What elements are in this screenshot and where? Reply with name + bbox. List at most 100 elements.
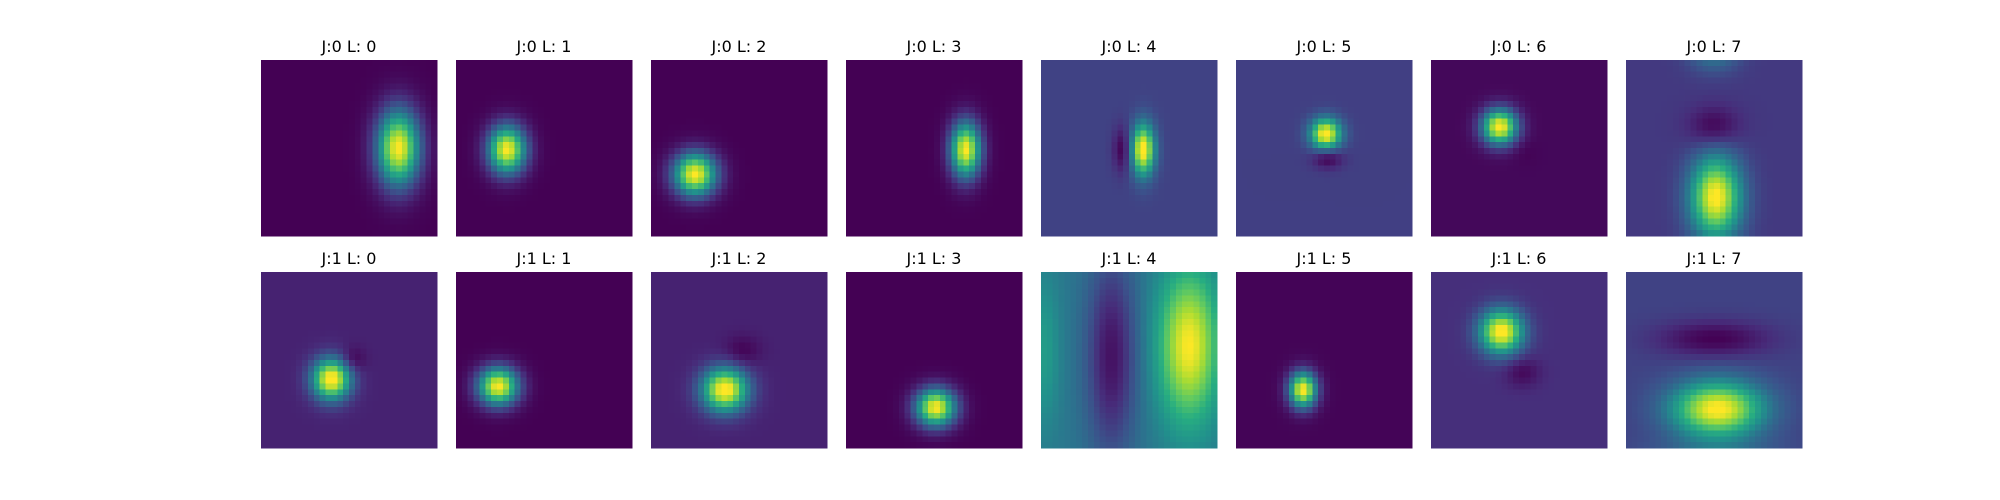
heatmap-cell	[520, 212, 527, 219]
heatmap-cell	[596, 65, 604, 73]
heatmap-cell	[821, 77, 828, 85]
heatmap-cell	[709, 200, 717, 208]
heatmap-cell	[1158, 95, 1165, 102]
heatmap-cell	[791, 194, 799, 202]
heatmap-cell	[875, 118, 882, 126]
heatmap-cell	[674, 118, 681, 126]
heatmap-cell	[290, 200, 297, 208]
heatmap-cell	[785, 136, 793, 143]
heatmap-cell	[502, 200, 510, 208]
heatmap-cell	[744, 142, 752, 149]
heatmap-cell	[390, 171, 397, 178]
heatmap-cell	[709, 124, 717, 131]
heatmap-cell	[526, 206, 533, 214]
heatmap-cell	[756, 106, 764, 114]
heatmap-cell	[419, 212, 426, 219]
heatmap-cell	[431, 206, 438, 214]
heatmap-cell	[922, 218, 929, 225]
heatmap-cell	[980, 230, 988, 237]
heatmap-cell	[780, 89, 787, 96]
heatmap-cell	[360, 77, 368, 85]
heatmap-cell	[325, 130, 332, 137]
heatmap-cell	[875, 165, 882, 173]
heatmap-cell	[904, 106, 912, 114]
heatmap-cell	[1376, 95, 1384, 102]
heatmap-cell	[419, 77, 426, 85]
heatmap-cell	[620, 194, 627, 202]
heatmap-cell	[651, 112, 658, 120]
heatmap-cell	[898, 189, 906, 196]
heatmap-cell	[1052, 95, 1060, 102]
heatmap-cell	[733, 183, 740, 190]
heatmap-cell	[998, 71, 1005, 79]
heatmap-cell	[1247, 136, 1255, 143]
heatmap-cell	[1170, 118, 1177, 126]
heatmap-cell	[916, 101, 923, 108]
heatmap-cell	[986, 65, 994, 73]
heatmap-cell	[1140, 65, 1148, 73]
heatmap-cell	[1140, 60, 1148, 67]
heatmap-cell	[969, 130, 976, 137]
heatmap-cell	[1146, 106, 1154, 114]
heatmap-cell	[785, 194, 793, 202]
heatmap-cell	[1064, 189, 1071, 196]
heatmap-cell	[284, 171, 291, 178]
heatmap-cell	[803, 124, 810, 131]
heatmap-cell	[1282, 148, 1290, 155]
heatmap-cell	[1070, 89, 1077, 96]
heatmap-cell	[881, 101, 888, 108]
heatmap-cell	[762, 124, 769, 131]
heatmap-cell	[709, 65, 717, 73]
heatmap-cell	[555, 177, 563, 184]
heatmap-cell	[863, 71, 871, 79]
heatmap-cell	[715, 171, 722, 178]
heatmap-cell	[1376, 71, 1384, 79]
heatmap-cell	[502, 65, 510, 73]
heatmap-cell	[744, 83, 752, 90]
heatmap-cell	[656, 165, 664, 173]
heatmap-cell	[1199, 142, 1206, 149]
heatmap-cell	[1070, 200, 1077, 208]
heatmap-cell	[491, 224, 498, 231]
heatmap-cell	[957, 159, 964, 167]
heatmap-cell	[1004, 60, 1011, 67]
heatmap-cell	[360, 142, 368, 149]
heatmap-cell	[791, 60, 799, 67]
heatmap-cell	[1406, 60, 1413, 67]
heatmap-cell	[461, 106, 469, 114]
heatmap-cell	[803, 159, 810, 167]
heatmap-cell	[461, 118, 469, 126]
heatmap-cell	[686, 177, 693, 184]
heatmap-cell	[395, 136, 403, 143]
heatmap-cell	[549, 71, 557, 79]
heatmap-cell	[349, 189, 356, 196]
heatmap-cell	[651, 106, 658, 114]
heatmap-cell	[1170, 148, 1177, 155]
heatmap-cell	[502, 165, 510, 173]
heatmap-cell	[1004, 118, 1011, 126]
heatmap-cell	[774, 130, 781, 137]
heatmap-cell	[1271, 148, 1278, 155]
heatmap-cell	[614, 142, 621, 149]
heatmap-cell	[969, 212, 976, 219]
heatmap-cell	[910, 65, 917, 73]
heatmap-cell	[532, 106, 539, 114]
heatmap-cell	[998, 165, 1005, 173]
heatmap-cell	[815, 142, 822, 149]
heatmap-cell	[975, 177, 982, 184]
heatmap-cell	[1105, 189, 1112, 196]
heatmap-cell	[354, 101, 362, 108]
heatmap-cell	[875, 112, 882, 120]
heatmap-cell	[1070, 136, 1077, 143]
heatmap-cell	[1046, 101, 1054, 108]
heatmap-cell	[313, 218, 321, 225]
heatmap-cell	[1111, 218, 1118, 225]
heatmap-cell	[596, 83, 604, 90]
heatmap-cell	[491, 200, 498, 208]
heatmap-cell	[1175, 124, 1183, 131]
heatmap-cell	[390, 95, 397, 102]
heatmap-cell	[727, 218, 734, 225]
heatmap-cell	[709, 148, 717, 155]
heatmap-cell	[656, 142, 664, 149]
heatmap-cell	[1146, 148, 1154, 155]
